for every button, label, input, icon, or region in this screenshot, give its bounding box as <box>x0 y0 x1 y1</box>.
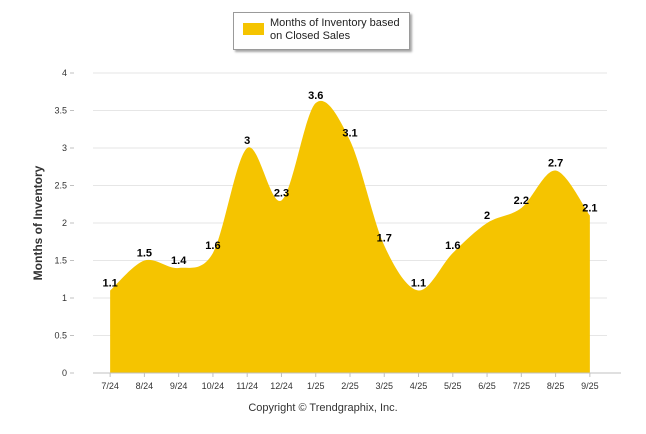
data-label: 1.4 <box>171 255 187 267</box>
series-area-fill <box>110 100 590 374</box>
x-tick-label: 7/24 <box>101 381 119 391</box>
data-label: 1.1 <box>411 278 426 290</box>
data-label: 1.6 <box>205 240 220 252</box>
data-label: 3.1 <box>342 128 357 140</box>
x-tick-label: 11/24 <box>236 381 258 391</box>
y-tick-label: 2 <box>62 218 67 228</box>
x-tick-label: 9/24 <box>170 381 188 391</box>
x-tick-label: 1/25 <box>307 381 325 391</box>
legend-swatch <box>243 23 264 35</box>
data-label: 2.2 <box>514 195 529 207</box>
copyright-text: Copyright © Trendgraphix, Inc. <box>248 402 398 414</box>
x-tick-label: 12/24 <box>270 381 293 391</box>
data-label: 2.7 <box>548 158 563 170</box>
x-tick-label: 8/25 <box>547 381 565 391</box>
x-tick-label: 3/25 <box>376 381 394 391</box>
data-label: 1.5 <box>137 248 152 260</box>
data-label: 1.7 <box>377 233 392 245</box>
x-tick-label: 10/24 <box>202 381 225 391</box>
data-label: 3 <box>244 135 250 147</box>
y-tick-label: 3 <box>62 143 67 153</box>
series-area <box>110 100 590 374</box>
data-label: 2.3 <box>274 188 289 200</box>
legend: Months of Inventory based on Closed Sale… <box>233 12 410 50</box>
y-tick-label: 3.5 <box>54 106 67 116</box>
data-labels: 1.1 1.5 1.4 1.6 3 2.3 3.6 3.1 1.7 1.1 1.6 2 2.2 2.7 2.… <box>102 90 597 290</box>
legend-label: Months of Inventory based on Closed Sale… <box>270 17 400 42</box>
y-tick-label: 2.5 <box>54 181 67 191</box>
data-label: 2.1 <box>582 203 597 215</box>
data-label: 1.1 <box>102 278 117 290</box>
y-tick-label: 1.5 <box>54 256 67 266</box>
x-tick-label: 4/25 <box>410 381 428 391</box>
data-label: 1.6 <box>445 240 460 252</box>
x-tick-labels: 7/24 8/24 9/24 10/24 11/24 12/24 1/25 2/25 3/25 4… <box>101 373 599 391</box>
x-tick-label: 5/25 <box>444 381 462 391</box>
y-axis-title: Months of Inventory <box>31 165 45 280</box>
x-tick-label: 9/25 <box>581 381 599 391</box>
data-label: 2 <box>484 210 490 222</box>
x-tick-label: 2/25 <box>341 381 359 391</box>
x-tick-label: 8/24 <box>136 381 154 391</box>
y-tick-label: 0 <box>62 368 67 378</box>
y-tick-label: 4 <box>62 68 67 78</box>
y-tick-label: 1 <box>62 293 67 303</box>
x-tick-label: 6/25 <box>478 381 496 391</box>
y-tick-labels: 0 0.5 1 1.5 2 2.5 3 3.5 4 <box>54 68 67 378</box>
y-tick-label: 0.5 <box>54 331 67 341</box>
data-label: 3.6 <box>308 90 323 102</box>
x-tick-label: 7/25 <box>513 381 531 391</box>
